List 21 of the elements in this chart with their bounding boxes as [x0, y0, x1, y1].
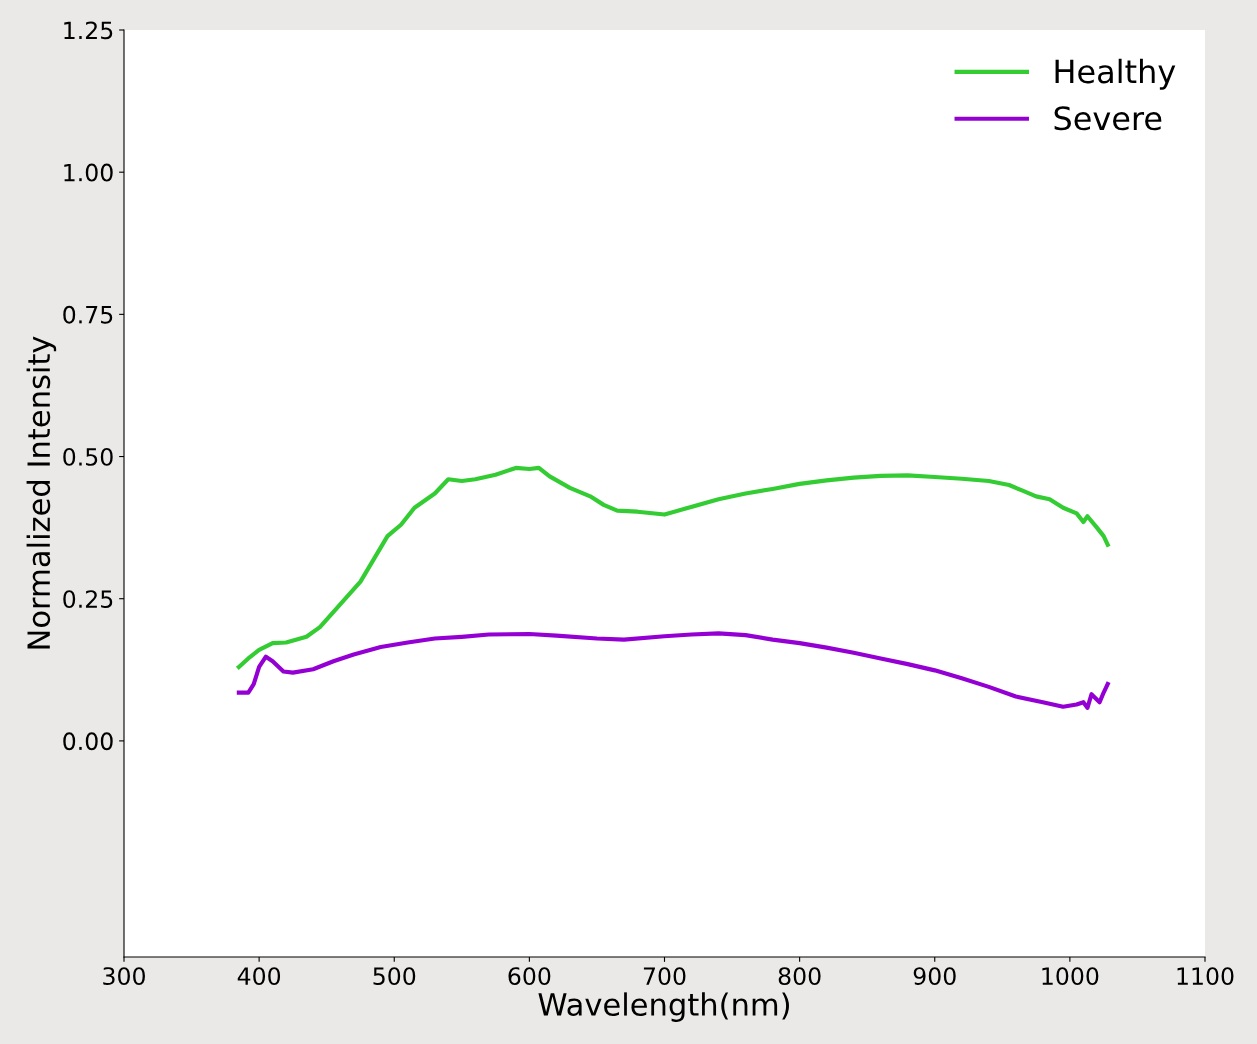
x-axis-title: Wavelength(nm): [538, 992, 789, 1022]
x-tick-label: 900: [913, 967, 956, 985]
x-tick-label: 500: [373, 967, 416, 985]
legend-label: Healthy: [1055, 58, 1176, 90]
y-tick-label: 0.25: [63, 590, 113, 609]
legend-label: Severe: [1054, 106, 1162, 131]
y-tick-label: 1.25: [64, 21, 113, 40]
y-tick-label: 0.50: [63, 447, 113, 466]
y-tick-label: 0.75: [63, 305, 113, 324]
x-tick-label: 700: [643, 967, 686, 985]
x-tick-label: 1000: [1042, 967, 1099, 985]
y-tick-label: 0.00: [63, 732, 113, 751]
x-tick-label: 400: [237, 967, 281, 985]
x-tick-label: 800: [778, 967, 821, 985]
x-tick-label: 600: [508, 967, 551, 985]
line-series: [236, 631, 1110, 710]
y-axis-title: Normalized Intensity: [26, 336, 57, 649]
x-tick-label: 1100: [1177, 967, 1234, 985]
y-tick-label: 1.00: [64, 163, 113, 182]
x-tick-label: 300: [103, 967, 145, 985]
line-series: [236, 465, 1110, 670]
